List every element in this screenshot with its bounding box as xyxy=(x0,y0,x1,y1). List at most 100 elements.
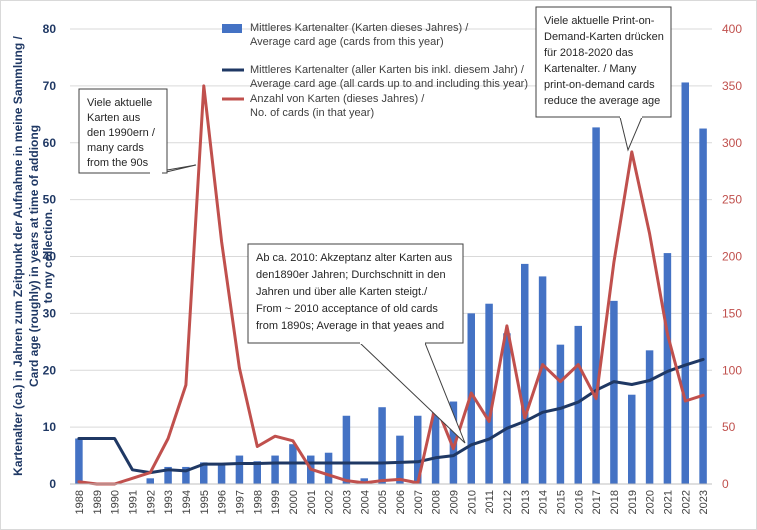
x-tick-label: 2020 xyxy=(645,490,657,514)
callout-text: Jahren und über alle Karten steigt./ xyxy=(256,286,428,298)
bar xyxy=(342,415,351,484)
bar xyxy=(271,455,279,484)
bar xyxy=(146,478,154,484)
x-tick-label: 2005 xyxy=(377,490,389,514)
callout-box xyxy=(247,243,464,344)
x-tick-label: 1999 xyxy=(270,490,282,514)
bar xyxy=(396,435,404,484)
x-tick-label: 2002 xyxy=(324,490,336,514)
y-axis-title-line: Kartenalter (ca.) in Jahren zum Zeitpunk… xyxy=(11,36,25,476)
x-tick-label: 1998 xyxy=(252,490,264,514)
y-right-tick-label: 150 xyxy=(722,306,742,320)
y-left-tick-label: 80 xyxy=(43,22,57,36)
y-left-tick-label: 20 xyxy=(43,363,57,377)
x-tick-label: 2008 xyxy=(431,490,443,514)
y-left-tick-label: 60 xyxy=(43,136,57,150)
bar xyxy=(467,313,475,484)
x-tick-label: 2011 xyxy=(484,490,496,514)
y-right-tick-label: 300 xyxy=(722,136,742,150)
callout-text: many cards xyxy=(87,142,144,154)
x-tick-label: 2010 xyxy=(466,490,478,514)
legend-label: Average card age (all cards up to and in… xyxy=(250,78,528,90)
x-tick-label: 2018 xyxy=(609,490,621,514)
bar xyxy=(556,344,565,484)
x-tick-label: 1993 xyxy=(163,490,175,514)
x-tick-label: 1990 xyxy=(110,490,122,514)
y-axis-title: Kartenalter (ca.) in Jahren zum Zeitpunk… xyxy=(11,36,55,476)
y-right-tick-label: 400 xyxy=(722,22,742,36)
callout-text: from the 90s xyxy=(87,157,149,169)
x-tick-label: 2004 xyxy=(359,490,371,514)
annotation-callout: Viele aktuelle Print-on- Demand-Karten dr… xyxy=(535,6,672,152)
callout-box xyxy=(78,88,168,174)
callout-text: Demand-Karten drücken xyxy=(544,31,664,43)
bar xyxy=(592,127,600,485)
bar xyxy=(681,82,689,485)
callout-text: reduce the average age xyxy=(544,95,660,107)
legend-label: Mittleres Kartenalter (aller Karten bis … xyxy=(250,64,525,76)
callout-text: print-on-demand cards xyxy=(544,79,655,91)
x-tick-label: 2012 xyxy=(502,490,514,514)
bar-series xyxy=(75,82,707,485)
x-tick-label: 2007 xyxy=(413,490,425,514)
x-tick-label: 2006 xyxy=(395,490,407,514)
y-axis-title-line: Card age (roughly) in years at time of a… xyxy=(27,125,41,387)
y-right-tick-label: 200 xyxy=(722,250,742,264)
bar xyxy=(610,300,618,484)
bar xyxy=(521,263,529,484)
x-tick-label: 1994 xyxy=(181,490,193,514)
axes: 0 10 20 30 40 50 60 70 80 0 50 100 150 200 250 300 350 40… xyxy=(43,22,743,514)
bar xyxy=(485,303,493,484)
x-tick-label: 2013 xyxy=(520,490,532,514)
legend: Mittleres Kartenalter (Karten dieses Jah… xyxy=(222,22,528,119)
bar xyxy=(645,350,654,484)
line-series xyxy=(77,84,705,486)
x-tick-label: 2023 xyxy=(698,490,710,514)
callout-box xyxy=(535,6,672,118)
bar xyxy=(217,464,226,484)
x-tick-label: 1988 xyxy=(74,490,86,514)
y-right-tick-label: 50 xyxy=(722,420,736,434)
x-tick-label: 1996 xyxy=(217,490,229,514)
y-left-tick-label: 10 xyxy=(43,420,57,434)
y-axis-title-line: to my collection. xyxy=(41,209,55,304)
bar xyxy=(324,452,333,484)
annotation-callout: Ab ca. 2010: Akzeptanz alter Karten aus d… xyxy=(247,243,466,444)
callout-text: für 2018-2020 das xyxy=(544,47,634,59)
bar xyxy=(253,461,261,484)
bar xyxy=(378,407,386,484)
bar xyxy=(182,466,190,484)
legend-label: Average card age (cards from this year) xyxy=(250,36,444,48)
y-left-tick-label: 0 xyxy=(49,477,56,491)
bar xyxy=(574,325,582,484)
y-right-tick-label: 100 xyxy=(722,363,742,377)
legend-label: No. of cards (in that year) xyxy=(250,107,374,119)
annotations: Viele aktuelle Karten aus den 1990ern / man… xyxy=(78,6,672,444)
callout-text: den1890er Jahren; Durchschnitt in den xyxy=(256,269,446,281)
y-left-tick-label: 40 xyxy=(43,250,57,264)
bar xyxy=(431,404,440,484)
bar xyxy=(538,276,547,484)
bar xyxy=(235,455,244,484)
x-tick-label: 1997 xyxy=(234,490,246,514)
legend-label: Mittleres Kartenalter (Karten dieses Jah… xyxy=(250,22,469,34)
card-count-line xyxy=(77,84,705,486)
x-tick-label: 2009 xyxy=(448,490,460,514)
bar xyxy=(200,462,208,484)
callout-text: Viele aktuelle Print-on- xyxy=(544,15,655,27)
bar xyxy=(628,394,636,484)
x-tick-label: 2021 xyxy=(662,490,674,514)
bar xyxy=(75,438,83,484)
x-tick-label: 2017 xyxy=(591,490,603,514)
bar xyxy=(360,478,368,484)
x-tick-label: 1995 xyxy=(199,490,211,514)
bar xyxy=(414,415,422,484)
callout-text: From ~ 2010 acceptance of old cards xyxy=(256,303,438,315)
cumulative-average-line xyxy=(77,357,705,475)
legend-label: Anzahl von Karten (dieses Jahres) / xyxy=(250,93,425,105)
y-left-tick-label: 50 xyxy=(43,193,57,207)
x-tick-label: 2022 xyxy=(680,490,692,514)
bar xyxy=(503,333,511,484)
